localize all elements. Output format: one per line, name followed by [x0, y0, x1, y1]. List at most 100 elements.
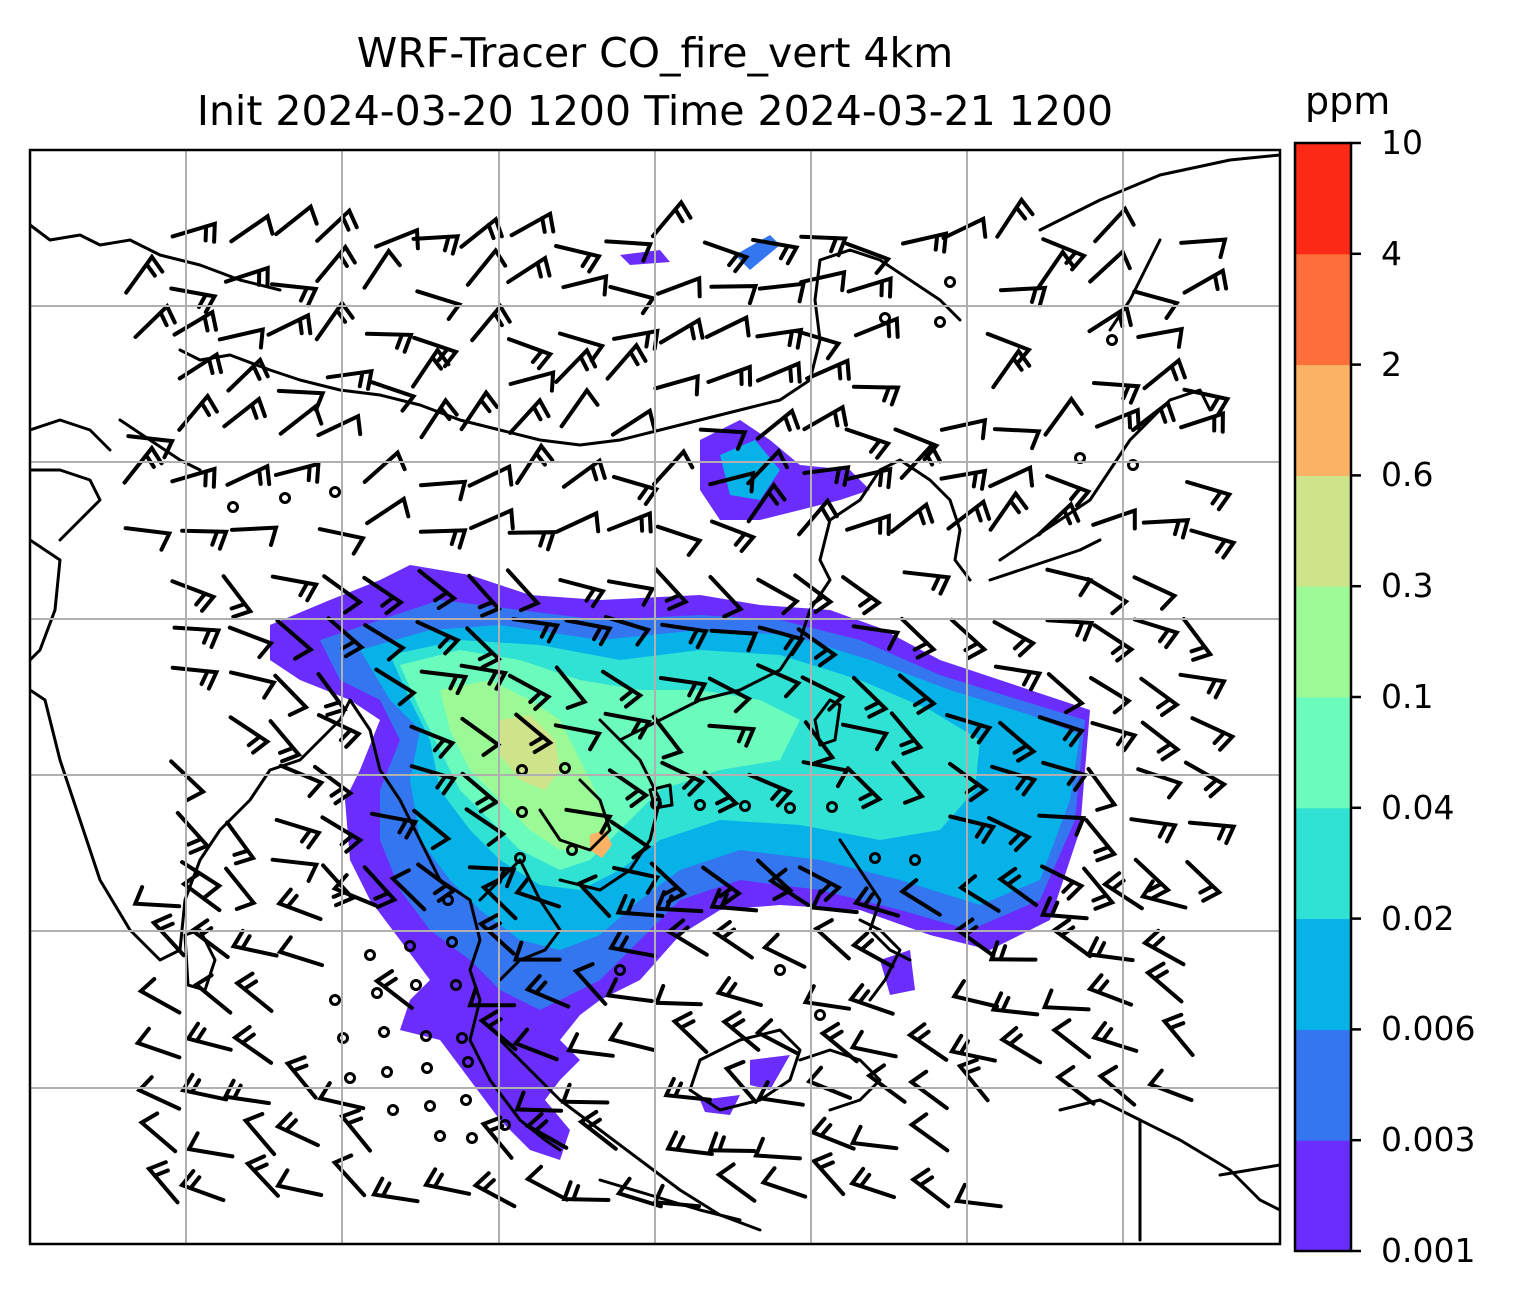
- wind-barb: [995, 196, 1035, 239]
- wind-calm-marker: [909, 854, 921, 866]
- wind-barb: [1131, 399, 1176, 432]
- wind-barb: [326, 616, 365, 659]
- colorbar-segment: [1295, 697, 1351, 809]
- wind-calm-marker: [410, 979, 422, 991]
- wind-barb: [1091, 507, 1137, 531]
- wind-barb: [274, 1111, 320, 1148]
- wind-barb: [853, 316, 900, 339]
- wind-barb: [170, 466, 217, 489]
- wind-barb: [275, 887, 323, 921]
- wind-barb: [1091, 1021, 1139, 1053]
- wind-barb: [607, 768, 650, 808]
- wind-barb: [998, 1026, 1043, 1065]
- plume-level-0.3: [500, 715, 560, 790]
- wind-barb: [607, 579, 656, 607]
- wind-barb: [991, 347, 1032, 390]
- wind-barb: [1092, 381, 1141, 405]
- wind-barb: [899, 616, 938, 660]
- coastline-segment: [318, 698, 482, 972]
- wind-barb: [274, 203, 319, 237]
- wind-barb: [702, 240, 750, 274]
- coastline-segment: [1108, 238, 1162, 332]
- colorbar-segment: [1295, 364, 1351, 476]
- wind-barb: [953, 1182, 1003, 1209]
- wind-barb: [601, 669, 644, 709]
- wind-barb: [1161, 1012, 1195, 1057]
- wind-barb: [169, 759, 207, 803]
- wind-barb: [649, 861, 688, 904]
- wind-barb: [1185, 480, 1233, 512]
- wind-barb: [897, 673, 938, 715]
- wind-barb: [508, 369, 556, 393]
- colorbar-segment: [1295, 586, 1351, 698]
- wind-barb: [389, 868, 427, 912]
- wind-barb: [988, 464, 1034, 489]
- wind-barb: [362, 449, 407, 484]
- wind-barb: [459, 389, 499, 432]
- wind-barb: [221, 574, 254, 619]
- colorbar-segment: [1295, 253, 1351, 366]
- wind-barb: [134, 1026, 182, 1060]
- wind-barb: [948, 1033, 997, 1063]
- wind-barb: [946, 498, 992, 531]
- wind-barb: [180, 860, 223, 899]
- wind-barb: [320, 815, 364, 854]
- colorbar-segment: [1295, 475, 1351, 587]
- wind-barb: [1037, 715, 1085, 748]
- wind-barb: [803, 720, 836, 765]
- wind-barb: [276, 388, 326, 412]
- wind-barb: [948, 814, 997, 845]
- wind-barb: [564, 807, 613, 835]
- wind-barb: [524, 974, 571, 1009]
- wind-barb: [150, 913, 186, 958]
- wind-calm-marker: [879, 312, 891, 324]
- wind-barb: [756, 663, 802, 699]
- wind-calm-marker: [387, 1104, 399, 1116]
- wind-barb: [851, 384, 901, 407]
- wind-barb: [362, 247, 402, 290]
- wind-barb: [1054, 1065, 1096, 1106]
- wind-barb: [1050, 1018, 1092, 1060]
- wind-barb: [753, 1136, 802, 1161]
- wind-calm-marker: [1127, 459, 1139, 471]
- wind-barb: [514, 712, 554, 755]
- wind-barb: [465, 247, 508, 287]
- wind-barb: [1132, 617, 1181, 650]
- wind-barb: [612, 474, 660, 506]
- wind-calm-marker: [434, 1130, 446, 1142]
- wind-barb: [990, 991, 1040, 1017]
- coastline-segment: [30, 223, 282, 292]
- wind-calm-marker: [514, 852, 526, 864]
- wind-barb: [1082, 866, 1116, 911]
- wind-barb: [810, 1152, 846, 1196]
- wind-barb: [223, 265, 270, 288]
- wind-barb: [847, 983, 895, 1016]
- wind-barb: [708, 575, 744, 619]
- colorbar-tick-label: 2: [1381, 344, 1402, 384]
- wind-barb: [138, 1111, 178, 1154]
- wind-barb: [270, 574, 320, 603]
- wind-barb: [1090, 721, 1138, 753]
- wind-barb: [122, 444, 164, 485]
- wind-barb: [124, 253, 165, 295]
- wind-barb: [1185, 860, 1223, 903]
- wind-barb: [507, 530, 557, 552]
- wind-barb: [373, 969, 414, 1010]
- wind-calm-marker: [329, 486, 341, 498]
- map-gridlines: [30, 150, 1280, 1244]
- colorbar-tick-label: 0.006: [1381, 1009, 1476, 1049]
- coastlines: [30, 153, 1280, 1242]
- wind-barb: [230, 928, 279, 958]
- wind-barb: [799, 234, 848, 258]
- wind-barb: [805, 1065, 852, 1100]
- wind-barb: [819, 1021, 859, 1064]
- wind-barb: [364, 331, 414, 354]
- wind-barb: [1181, 617, 1214, 662]
- plume-patch-phil: [880, 950, 915, 995]
- wind-barb: [1094, 407, 1141, 431]
- wind-barb: [939, 417, 988, 441]
- wind-barb: [707, 1131, 757, 1153]
- wind-barb: [809, 1116, 856, 1151]
- wind-barb: [658, 316, 705, 345]
- wind-barb: [849, 1029, 898, 1059]
